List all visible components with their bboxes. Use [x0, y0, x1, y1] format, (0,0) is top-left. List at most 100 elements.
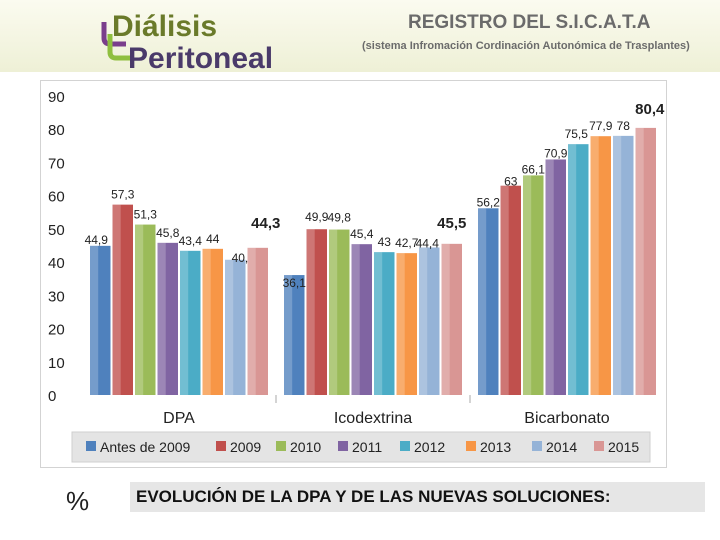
bar	[247, 247, 268, 395]
bar-highlight	[225, 259, 234, 395]
bar-highlight	[247, 247, 256, 395]
data-label: 43	[378, 235, 392, 249]
legend-swatch	[466, 441, 476, 451]
data-label: 44,3	[251, 215, 280, 232]
legend-swatch	[594, 441, 604, 451]
bar-highlight	[545, 159, 554, 395]
bar	[374, 252, 395, 395]
bar-highlight	[180, 250, 189, 395]
bar-highlight	[635, 127, 644, 395]
data-label: 80,4	[635, 101, 665, 118]
bar-highlight	[306, 229, 315, 395]
category-label: Icodextrina	[334, 410, 412, 427]
bar	[90, 245, 111, 395]
category-label: Bicarbonato	[524, 410, 609, 427]
bar-highlight	[202, 248, 211, 395]
category-label: DPA	[163, 410, 195, 427]
bar	[613, 135, 634, 395]
bar	[590, 136, 611, 395]
registry-subtitle: (sistema Infromación Cordinación Autonóm…	[362, 40, 690, 52]
bar	[202, 248, 223, 395]
bar	[500, 185, 521, 395]
data-label: 44,4	[416, 236, 440, 250]
y-tick-label: 80	[48, 122, 65, 139]
data-label: 78	[617, 119, 631, 133]
dialisis-peritoneal-logo: Diálisis Peritoneal	[101, 10, 273, 72]
bar-highlight	[523, 175, 532, 395]
legend-label: 2015	[608, 439, 639, 455]
bar	[478, 208, 499, 395]
legend-swatch	[400, 441, 410, 451]
bar-highlight	[157, 242, 166, 395]
data-label: 45,5	[437, 215, 466, 232]
y-tick-label: 30	[48, 288, 65, 305]
legend-box	[71, 431, 651, 463]
data-label: 70,9	[544, 146, 568, 160]
data-label: 63	[504, 175, 518, 189]
bar-highlight	[568, 144, 577, 395]
legend-swatch	[216, 441, 226, 451]
bar	[306, 229, 327, 395]
data-label: 49,9	[305, 210, 329, 224]
bar	[329, 229, 350, 395]
slide-title: EVOLUCIÓN DE LA DPA Y DE LAS NUEVAS SOLU…	[130, 482, 705, 512]
data-label: 43,4	[179, 234, 203, 248]
data-label: 77,9	[589, 119, 613, 133]
y-tick-label: 0	[48, 388, 56, 405]
bar-highlight	[590, 136, 599, 395]
legend-label: 2014	[546, 439, 577, 455]
bar	[523, 175, 544, 395]
bar	[441, 243, 462, 395]
data-label: 66,1	[522, 162, 546, 176]
bar	[135, 224, 156, 395]
bar-highlight	[351, 244, 360, 395]
legend-label: 2012	[414, 439, 445, 455]
data-label: 42,7	[395, 236, 419, 250]
bar	[568, 144, 589, 395]
header-banner: Diálisis Peritoneal REGISTRO DEL S.I.C.A…	[0, 0, 720, 72]
bar-highlight	[135, 224, 144, 395]
legend-label: 2009	[230, 439, 261, 455]
y-tick-label: 10	[48, 355, 65, 372]
bar	[419, 247, 440, 395]
legend-swatch	[532, 441, 542, 451]
logo-line2: Peritoneal	[128, 42, 273, 72]
y-tick-label: 70	[48, 155, 65, 172]
bar-highlight	[500, 185, 509, 395]
y-tick-label: 40	[48, 255, 65, 272]
legend-swatch	[276, 441, 286, 451]
bar	[545, 159, 566, 395]
bar	[180, 250, 201, 395]
bar-highlight	[613, 135, 622, 395]
data-label: 44,9	[85, 233, 109, 247]
bar	[157, 242, 178, 395]
bar-highlight	[396, 253, 405, 395]
legend-label: 2010	[290, 439, 321, 455]
bar-highlight	[478, 208, 487, 395]
bar	[396, 253, 417, 395]
bar	[284, 275, 305, 395]
percent-symbol: %	[66, 486, 90, 516]
legend-label: 2013	[480, 439, 511, 455]
legend-label: 2011	[352, 439, 382, 455]
legend-swatch	[338, 441, 348, 451]
data-label: 36,1	[283, 276, 307, 290]
data-label: 44	[206, 232, 220, 246]
data-label: 45,8	[156, 226, 180, 240]
legend-label: Antes de 2009	[100, 439, 191, 455]
data-label: 45,4	[350, 227, 374, 241]
bar	[635, 127, 656, 395]
bar	[351, 244, 372, 395]
bar-highlight	[284, 275, 293, 395]
data-label: 49,8	[328, 211, 352, 225]
y-tick-label: 90	[48, 89, 65, 106]
data-label: 51,3	[134, 208, 158, 222]
data-label: 57,3	[111, 188, 135, 202]
bar-highlight	[112, 204, 121, 395]
logo-line1: Diálisis	[112, 10, 217, 43]
y-tick-label: 60	[48, 189, 65, 206]
bar-highlight	[90, 245, 99, 395]
registry-title: REGISTRO DEL S.I.C.A.T.A	[408, 12, 651, 33]
data-label: 75,5	[565, 127, 589, 141]
